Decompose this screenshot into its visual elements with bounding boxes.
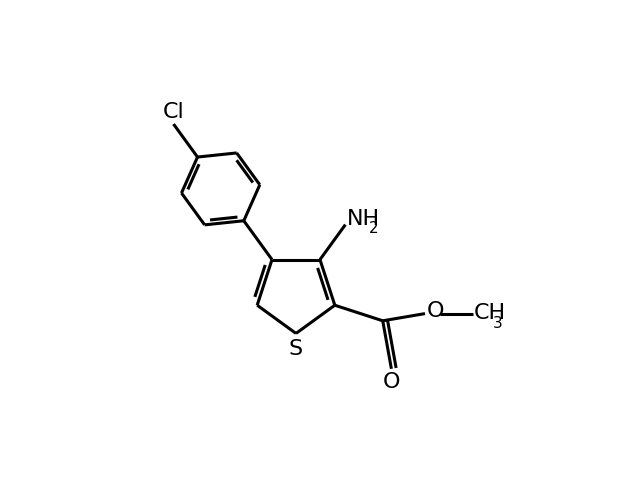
- Text: 2: 2: [369, 221, 378, 236]
- Text: O: O: [427, 301, 444, 321]
- Text: 3: 3: [493, 316, 503, 330]
- Text: NH: NH: [348, 209, 380, 229]
- Text: O: O: [383, 372, 400, 392]
- Text: S: S: [289, 339, 303, 359]
- Text: Cl: Cl: [163, 102, 184, 122]
- Text: CH: CH: [474, 303, 506, 323]
